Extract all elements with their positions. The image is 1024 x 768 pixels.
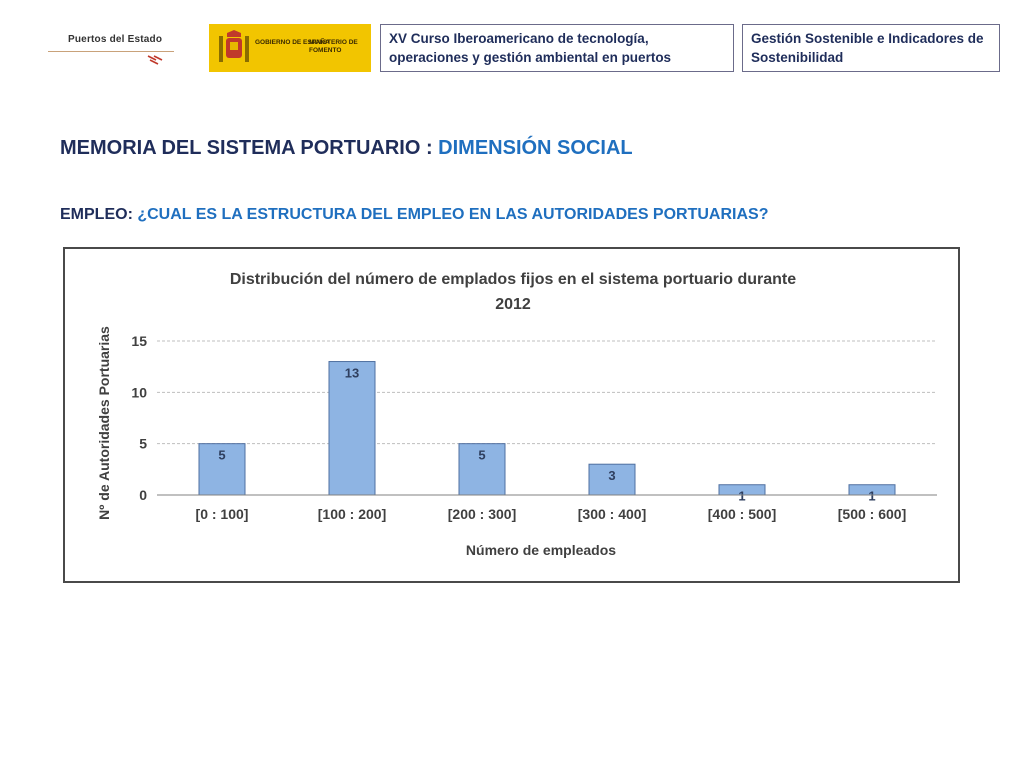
bar-chart: Distribución del número de emplados fijo…	[96, 271, 937, 558]
bar	[458, 443, 506, 496]
x-tick-label: [100 : 200]	[318, 506, 386, 522]
bar	[588, 463, 636, 496]
chart-frame: Distribución del número de emplados fijo…	[63, 247, 960, 583]
page-question: EMPLEO: ¿CUAL ES LA ESTRUCTURA DEL EMPLE…	[60, 206, 768, 224]
puertos-del-estado-logo: Puertos del Estado	[48, 28, 174, 68]
bar-data-label: 1	[868, 489, 875, 504]
coat-of-arms-icon	[219, 30, 249, 62]
y-tick-label: 15	[131, 333, 147, 349]
x-tick-label: [400 : 500]	[708, 506, 776, 522]
course-title-box: XV Curso Iberoamericano de tecnología, o…	[380, 24, 734, 72]
ministerio-label: MINISTERIO DE FOMENTO	[309, 39, 358, 54]
logo-divider	[48, 51, 174, 52]
y-tick-label: 5	[139, 436, 147, 452]
gobierno-label: GOBIERNO DE ESPAÑA	[255, 39, 330, 46]
page-question-prefix: EMPLEO:	[60, 206, 138, 223]
chart-title-line1: Distribución del número de emplados fijo…	[230, 271, 796, 288]
x-tick-label: [300 : 400]	[578, 506, 646, 522]
puertos-mark-icon	[147, 55, 163, 65]
page-title: MEMORIA DEL SISTEMA PORTUARIO : DIMENSIÓ…	[60, 137, 633, 160]
bar-data-label: 3	[608, 468, 615, 483]
page-title-prefix: MEMORIA DEL SISTEMA PORTUARIO :	[60, 137, 439, 159]
y-tick-label: 10	[131, 384, 147, 400]
puertos-logo-text: Puertos del Estado	[68, 34, 163, 45]
bar-data-label: 1	[738, 489, 745, 504]
bar-data-label: 13	[345, 366, 359, 381]
topic-title-box: Gestión Sostenible e Indicadores de Sost…	[742, 24, 1000, 72]
x-tick-label: [500 : 600]	[838, 506, 906, 522]
chart-x-axis-label: Número de empleados	[466, 542, 616, 558]
page-title-accent: DIMENSIÓN SOCIAL	[438, 137, 633, 159]
bar	[328, 361, 376, 496]
y-tick-label: 0	[139, 487, 147, 503]
gobierno-espana-logo: GOBIERNO DE ESPAÑA MINISTERIO DE FOMENTO	[209, 24, 371, 72]
bar-data-label: 5	[478, 448, 485, 463]
chart-title-line2: 2012	[495, 296, 531, 313]
bar-data-label: 5	[218, 448, 225, 463]
x-tick-label: [200 : 300]	[448, 506, 516, 522]
x-tick-label: [0 : 100]	[196, 506, 249, 522]
page-question-accent: ¿CUAL ES LA ESTRUCTURA DEL EMPLEO EN LAS…	[137, 206, 769, 223]
chart-y-axis-label: Nº de Autoridades Portuarias	[96, 326, 112, 520]
